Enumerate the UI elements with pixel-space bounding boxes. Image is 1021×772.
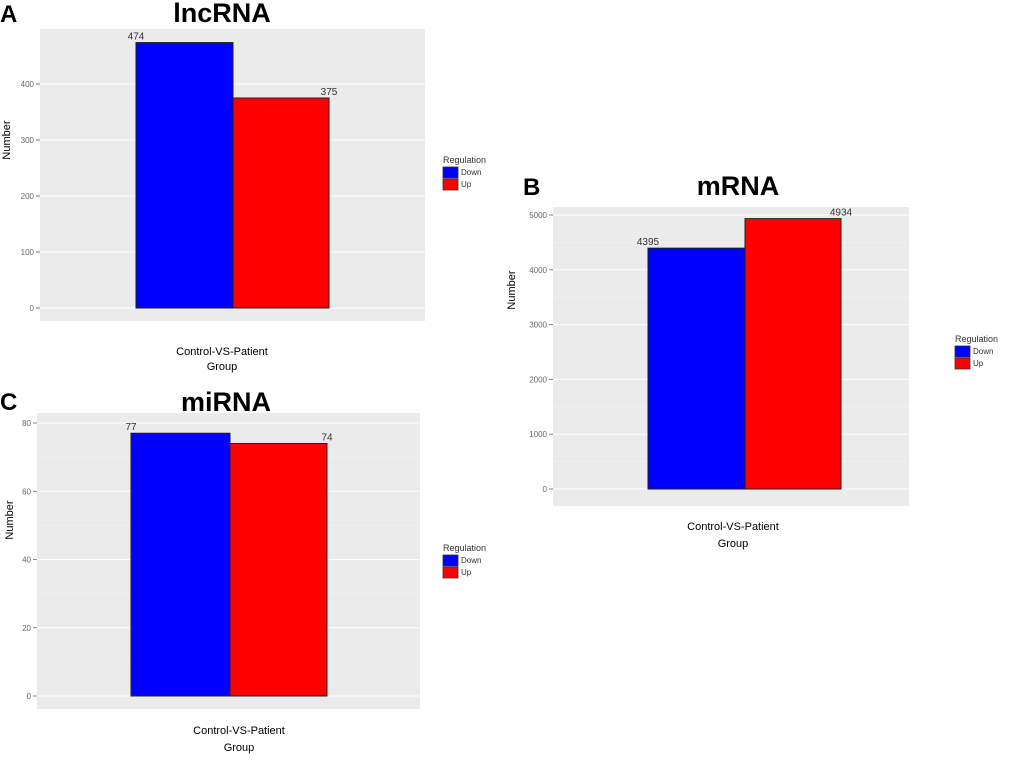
- legend: Regulation Down Up: [954, 334, 998, 370]
- panel-letter: C: [0, 389, 17, 416]
- y-axis-title: Number: [4, 500, 16, 539]
- x-category-label: Control-VS-Patient: [193, 725, 285, 737]
- value-label: 74: [321, 432, 333, 443]
- legend-swatch-up: [442, 566, 459, 579]
- y-tick-label: 400: [21, 80, 35, 89]
- y-tick-label: 200: [21, 192, 35, 201]
- bar-up: [232, 97, 330, 309]
- y-tick-label: 20: [22, 624, 31, 633]
- x-category-label: Control-VS-Patient: [176, 346, 268, 358]
- y-tick-label: 0: [30, 304, 35, 313]
- legend-swatch-up: [442, 178, 459, 191]
- legend-label: Up: [973, 359, 984, 368]
- legend-swatch-up: [954, 357, 971, 370]
- legend-label: Up: [461, 568, 472, 577]
- value-label: 474: [128, 32, 145, 43]
- chart-title: lncRNA: [173, 0, 271, 28]
- legend-title: Regulation: [443, 543, 486, 553]
- x-category-label: Control-VS-Patient: [687, 521, 779, 533]
- y-tick-label: 1000: [529, 430, 547, 439]
- bar-up: [744, 218, 842, 490]
- panel-letter: A: [0, 1, 17, 28]
- y-axis-title: Number: [1, 120, 13, 159]
- legend-label: Down: [973, 347, 993, 356]
- value-label: 77: [125, 422, 137, 433]
- bar-down: [130, 432, 231, 697]
- y-tick-label: 80: [22, 419, 31, 428]
- bar-up: [229, 442, 328, 697]
- y-tick-label: 4000: [529, 266, 547, 275]
- value-label: 4934: [830, 208, 853, 219]
- legend: Regulation Down Up: [442, 155, 486, 191]
- legend-title: Regulation: [443, 155, 486, 165]
- chart-title: mRNA: [697, 171, 780, 201]
- panel-letter: B: [523, 174, 540, 201]
- y-tick-label: 3000: [529, 321, 547, 330]
- y-tick-label: 100: [21, 248, 35, 257]
- y-tick-label: 0: [543, 485, 548, 494]
- x-axis-title: Group: [207, 361, 238, 373]
- y-tick-label: 60: [22, 487, 31, 496]
- legend-title: Regulation: [955, 334, 998, 344]
- y-tick-label: 2000: [529, 375, 547, 384]
- y-axis-title: Number: [506, 270, 518, 309]
- y-tick-label: 0: [27, 692, 32, 701]
- legend-swatch-down: [442, 166, 459, 179]
- bar-down: [647, 247, 746, 490]
- y-tick-label: 5000: [529, 211, 547, 220]
- x-axis-title: Group: [718, 538, 749, 550]
- legend-label: Down: [461, 168, 481, 177]
- chart-title: miRNA: [181, 387, 271, 417]
- value-label: 4395: [637, 237, 660, 248]
- legend-label: Down: [461, 556, 481, 565]
- legend-swatch-down: [442, 554, 459, 567]
- bar-down: [135, 42, 234, 309]
- legend-swatch-down: [954, 345, 971, 358]
- y-tick-label: 300: [21, 136, 35, 145]
- legend: Regulation Down Up: [442, 543, 486, 579]
- value-label: 375: [321, 87, 338, 98]
- y-tick-label: 40: [22, 556, 31, 565]
- x-axis-title: Group: [224, 742, 255, 754]
- legend-label: Up: [461, 180, 472, 189]
